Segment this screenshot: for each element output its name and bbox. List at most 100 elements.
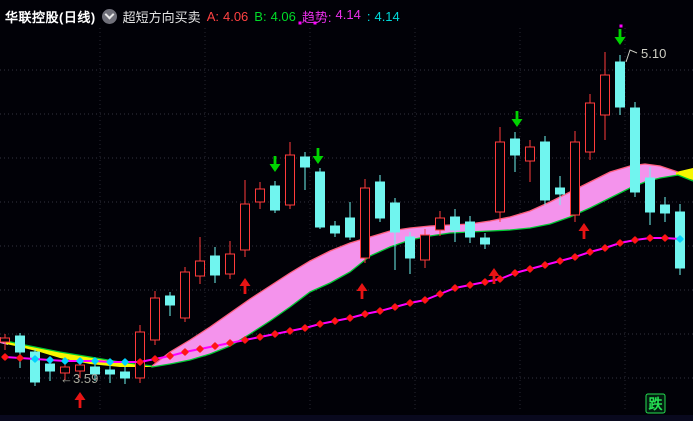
candle-up: [60, 366, 70, 374]
candle-down: [630, 107, 640, 193]
indicator-trend-value: 4.14: [335, 6, 361, 22]
candle-down: [270, 185, 280, 211]
bottom-divider: [0, 415, 693, 421]
candle-down: [90, 366, 100, 375]
candle-down: [15, 335, 25, 353]
candle-up: [150, 297, 160, 341]
trend-dot: [556, 257, 564, 265]
trend-dot: [451, 284, 459, 292]
high-price-label: 5.10: [641, 46, 666, 61]
candle-up: [585, 102, 595, 153]
trend-dot: [586, 248, 594, 256]
signal-arrows: [74, 21, 626, 408]
candle-down: [315, 171, 325, 228]
candle-up: [255, 188, 265, 203]
indicator-b: B: 4.06: [254, 9, 296, 24]
candle-down: [210, 255, 220, 276]
sell-arrow: [269, 156, 281, 172]
candle-up: [75, 364, 85, 372]
candle-up: [135, 331, 145, 379]
trend-dot: [286, 327, 294, 335]
trend-dot: [1, 353, 9, 361]
candle-down: [405, 236, 415, 259]
candle-up: [285, 154, 295, 206]
candle-up: [600, 74, 610, 116]
signal-dot: [298, 21, 302, 25]
signal-dot: [313, 21, 317, 25]
indicator-a: A: 4.06: [207, 9, 249, 24]
symbol-title: 华联控股(日线): [5, 9, 96, 25]
indicator-bands: [0, 163, 693, 368]
trend-dot: [181, 348, 189, 356]
trend-line: [4, 237, 681, 363]
trend-dot: [406, 299, 414, 307]
buy-arrow: [578, 223, 590, 239]
trend-dot: [226, 339, 234, 347]
candle-down: [120, 371, 130, 379]
trend-dot: [91, 357, 99, 365]
candle-down: [165, 295, 175, 306]
signal-dot: [619, 24, 623, 28]
fall-badge-box: [645, 393, 666, 414]
trend-dot: [616, 239, 624, 247]
buy-arrow: [74, 392, 86, 408]
candles: [0, 52, 685, 386]
indicator-a-value: 4.06: [222, 8, 249, 24]
trend-dot: [391, 303, 399, 311]
trend-dot: [31, 355, 39, 363]
candle-down: [645, 177, 655, 213]
trend-dot: [646, 234, 654, 242]
indicator-trend-sep: :: [366, 8, 371, 24]
trend-dot: [121, 358, 129, 366]
sell-arrow: [511, 111, 523, 127]
low-price-label: ←3.59: [60, 371, 98, 386]
trend-dot: [256, 333, 264, 341]
yellow-band-right: [676, 168, 693, 180]
candle-up: [525, 146, 535, 162]
candle-up: [420, 234, 430, 261]
candle-down: [555, 187, 565, 195]
trend-dot: [16, 354, 24, 362]
indicator-trend-label: 趋势:: [301, 9, 332, 25]
candle-down: [345, 217, 355, 238]
buy-arrow: [488, 268, 500, 284]
candle-up: [225, 253, 235, 275]
candle-down: [660, 204, 670, 214]
trend-dot: [76, 357, 84, 365]
trend-dot: [466, 281, 474, 289]
candle-up: [360, 187, 370, 259]
candle-up: [0, 337, 10, 343]
sell-arrow: [312, 148, 324, 164]
indicator-name: 超短方向买卖: [122, 9, 201, 25]
trend-dot: [151, 355, 159, 363]
chevron-down-icon[interactable]: [101, 8, 117, 24]
trend-dot: [511, 269, 519, 277]
candle-down: [465, 221, 475, 238]
trend-dot: [346, 314, 354, 322]
trend-dot: [571, 253, 579, 261]
trend-dot: [601, 244, 609, 252]
candle-down: [30, 351, 40, 383]
trend-dot: [136, 358, 144, 366]
candle-down: [375, 181, 385, 219]
trend-dot: [676, 235, 684, 243]
trend-dot: [46, 356, 54, 364]
trend-dot: [496, 275, 504, 283]
candle-down: [615, 61, 625, 108]
indicator-b-value: 4.06: [270, 8, 296, 24]
indicator-trend: 趋势: 4.14: [302, 7, 361, 26]
trend-dot: [106, 358, 114, 366]
candle-down: [105, 369, 115, 375]
trend-dot: [376, 307, 384, 315]
trend-dot: [331, 317, 339, 325]
trend-dot: [361, 310, 369, 318]
annotations: 5.10 ←3.59 跌: [60, 46, 666, 414]
fall-badge: 跌: [649, 396, 664, 412]
candle-up: [195, 260, 205, 277]
candle-down: [300, 156, 310, 168]
candle-down: [45, 363, 55, 372]
trend-dot: [541, 261, 549, 269]
trend-dot: [196, 345, 204, 353]
